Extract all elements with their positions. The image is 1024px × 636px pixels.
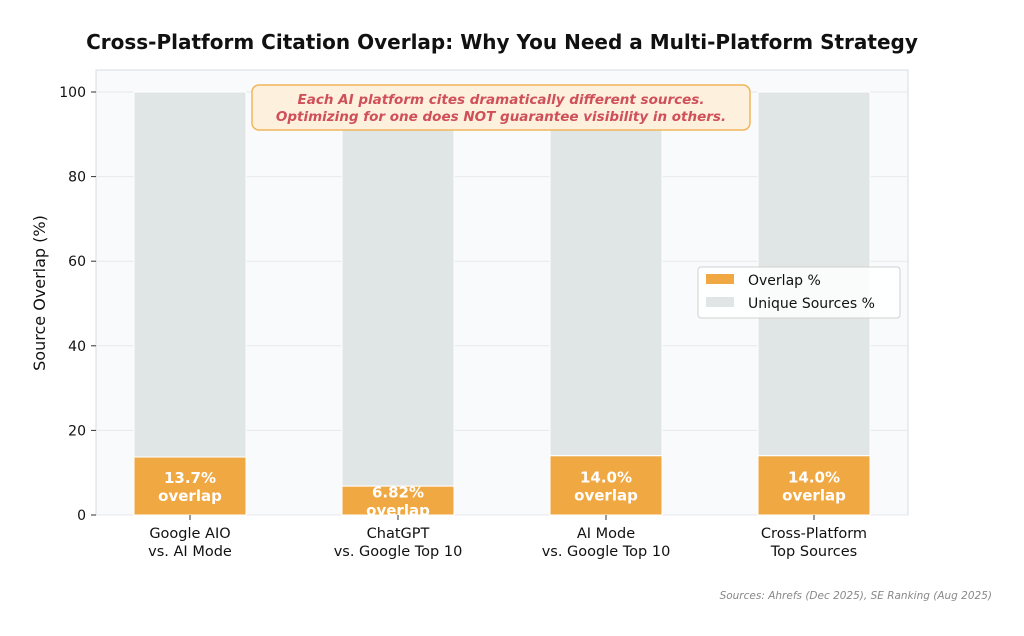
legend: Overlap % Unique Sources % — [697, 266, 901, 319]
x-tick-label-line-2: vs. AI Mode — [148, 544, 232, 560]
bar-overlap — [341, 485, 455, 516]
bar-data-label-text: overlap — [366, 502, 430, 520]
x-tick-label-line-2: vs. Google Top 10 — [542, 544, 671, 560]
bar-data-label-value: 14.0% — [580, 468, 632, 486]
source-note: Sources: Ahrefs (Dec 2025), SE Ranking (… — [720, 590, 992, 602]
bar-unique-sources — [549, 91, 663, 457]
y-tick-label: 40 — [68, 339, 86, 355]
bar-data-label-value: 6.82% — [372, 484, 424, 502]
legend-label-overlap: Overlap % — [748, 273, 821, 289]
bar-overlap — [757, 455, 871, 516]
bar-data-label-text: overlap — [574, 486, 638, 504]
legend-swatch-overlap — [706, 274, 734, 284]
legend-swatch-unique — [706, 297, 734, 307]
y-tick-label: 20 — [68, 423, 86, 439]
bar-data-label-text: overlap — [782, 486, 846, 504]
bar-data-label-value: 13.7% — [164, 469, 216, 487]
x-tick-label-line-2: Top Sources — [770, 544, 857, 560]
x-tick-label-line-1: Cross-Platform — [761, 526, 867, 542]
y-tick-label: 0 — [77, 508, 86, 524]
annotation-box: Each AI platform cites dramatically diff… — [251, 84, 751, 131]
bar-data-label-text: overlap — [158, 487, 222, 505]
chart-title: Cross-Platform Citation Overlap: Why You… — [86, 30, 918, 54]
annotation-line-2: Optimizing for one does NOT guarantee vi… — [276, 109, 726, 125]
x-tick-label-line-1: ChatGPT — [367, 526, 430, 542]
bar-overlap — [133, 456, 247, 516]
y-tick-label: 80 — [68, 170, 86, 186]
bar-unique-sources — [133, 91, 247, 458]
x-tick-label-line-1: AI Mode — [577, 526, 635, 542]
bar-unique-sources — [341, 91, 455, 487]
y-axis-label: Source Overlap (%) — [30, 215, 49, 371]
bar-overlap — [549, 455, 663, 516]
y-tick-label: 100 — [59, 85, 86, 101]
legend-label-unique: Unique Sources % — [748, 296, 875, 312]
bar-data-label-value: 14.0% — [788, 468, 840, 486]
annotation-line-1: Each AI platform cites dramatically diff… — [298, 92, 705, 108]
x-tick-label-line-1: Google AIO — [149, 526, 230, 542]
x-tick-label-line-2: vs. Google Top 10 — [334, 544, 463, 560]
y-tick-label: 60 — [68, 254, 86, 270]
